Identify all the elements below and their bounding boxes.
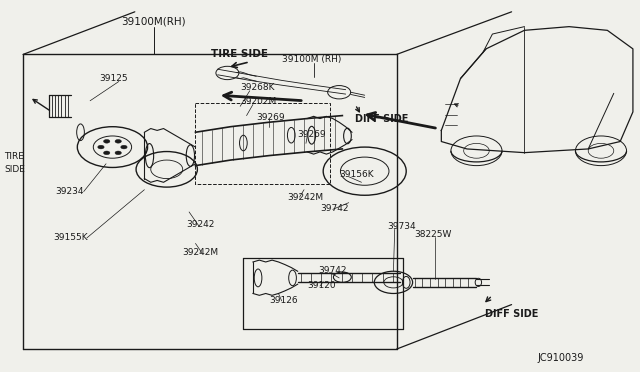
Text: 39734: 39734 xyxy=(387,222,415,231)
Text: 39269: 39269 xyxy=(298,129,326,139)
Circle shape xyxy=(104,151,110,155)
Text: DIFF SIDE: DIFF SIDE xyxy=(355,114,408,124)
Circle shape xyxy=(121,145,127,149)
Text: TIRE: TIRE xyxy=(4,152,24,161)
Bar xyxy=(195,103,330,184)
Text: 39242M: 39242M xyxy=(287,193,323,202)
Text: TIRE SIDE: TIRE SIDE xyxy=(211,49,268,60)
Text: 39155K: 39155K xyxy=(54,233,88,243)
Text: 39242M: 39242M xyxy=(182,248,219,257)
Text: 38225W: 38225W xyxy=(415,230,452,240)
Text: 39156K: 39156K xyxy=(339,170,374,179)
Text: 39242: 39242 xyxy=(186,221,214,230)
Circle shape xyxy=(98,145,104,149)
Text: 39742: 39742 xyxy=(318,266,347,275)
Text: 39125: 39125 xyxy=(100,74,128,83)
Text: JC910039: JC910039 xyxy=(537,353,584,363)
Text: DIFF SIDE: DIFF SIDE xyxy=(484,309,538,319)
Text: 39120: 39120 xyxy=(307,281,336,290)
Text: 39202M: 39202M xyxy=(240,97,276,106)
Text: 39269: 39269 xyxy=(256,113,285,122)
Text: 39268K: 39268K xyxy=(240,83,275,92)
Circle shape xyxy=(115,140,122,143)
Circle shape xyxy=(115,151,122,155)
Text: 39100M(RH): 39100M(RH) xyxy=(122,16,186,26)
Text: 39100M (RH): 39100M (RH) xyxy=(282,55,341,64)
Text: 39126: 39126 xyxy=(269,296,298,305)
Text: 39742: 39742 xyxy=(320,204,349,213)
Text: SIDE: SIDE xyxy=(4,165,25,174)
Text: 39234: 39234 xyxy=(55,187,83,196)
Circle shape xyxy=(104,140,110,143)
